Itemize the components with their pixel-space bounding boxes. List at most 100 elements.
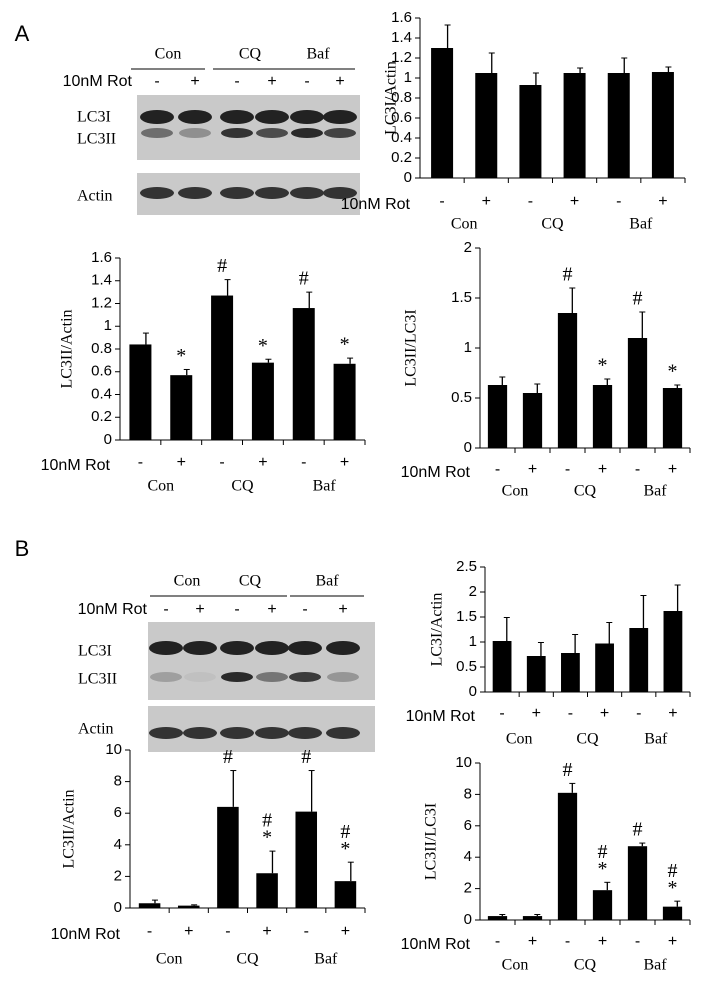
y-tick-label: 1 <box>464 339 472 356</box>
blot-lane-label: + <box>195 601 204 618</box>
band-actin <box>149 727 183 739</box>
y-tick-label: 2 <box>464 239 472 256</box>
y-tick-label: 0 <box>404 169 412 186</box>
x-tick-label: - <box>304 923 309 940</box>
significance-mark: * <box>668 361 678 383</box>
band-lc3ii <box>324 128 356 138</box>
band-lc3i <box>326 641 360 655</box>
y-tick-label: 2 <box>114 867 122 884</box>
x-row-label: 10nM Rot <box>341 196 411 213</box>
x-tick-label: - <box>439 193 444 210</box>
significance-mark: * <box>340 838 350 860</box>
x-tick-label: + <box>658 193 667 210</box>
y-tick-label: 1.5 <box>451 289 472 306</box>
bar <box>561 653 580 692</box>
x-group-label: CQ <box>576 731 599 748</box>
band-lc3ii <box>291 128 323 138</box>
y-tick-label: 0.2 <box>391 149 412 166</box>
bar <box>592 890 613 920</box>
y-tick-label: 10 <box>455 754 472 771</box>
bar <box>522 916 543 920</box>
band-lc3i <box>140 110 174 124</box>
band-actin <box>140 187 174 199</box>
x-tick-label: - <box>495 933 500 950</box>
band-lc3i <box>220 110 254 124</box>
y-tick-label: 1.2 <box>91 294 112 311</box>
blot-image <box>148 622 375 700</box>
band-lc3i <box>323 110 357 124</box>
x-group-label: Con <box>502 483 529 500</box>
significance-mark: * <box>668 877 678 899</box>
x-tick-label: - <box>635 933 640 950</box>
y-tick-label: 2 <box>464 880 472 897</box>
y-tick-label: 1 <box>469 633 477 650</box>
significance-mark: * <box>258 335 268 357</box>
band-label: LC3II <box>78 671 117 688</box>
y-tick-label: 2 <box>469 583 477 600</box>
blot-group-label: Baf <box>306 46 330 63</box>
x-tick-label: + <box>668 705 677 722</box>
band-label: LC3I <box>78 643 112 660</box>
bar <box>487 916 508 920</box>
x-group-label: Con <box>502 957 529 974</box>
y-tick-label: 0 <box>464 439 472 456</box>
x-tick-label: - <box>499 705 504 722</box>
bar <box>607 73 630 178</box>
band-lc3ii <box>327 672 359 682</box>
band-lc3i <box>290 110 324 124</box>
y-tick-label: 0.5 <box>456 658 477 675</box>
x-tick-label: - <box>495 461 500 478</box>
x-tick-label: + <box>482 193 491 210</box>
significance-mark: # <box>223 746 233 768</box>
bar <box>651 72 674 178</box>
y-axis-label: LC3II/Actin <box>59 309 76 388</box>
x-tick-label: + <box>598 933 607 950</box>
y-tick-label: 10 <box>105 741 122 758</box>
band-lc3ii <box>184 672 216 682</box>
y-tick-label: 0.6 <box>91 363 112 380</box>
x-group-label: Baf <box>629 216 653 233</box>
x-tick-label: - <box>138 454 143 471</box>
band-actin <box>290 187 324 199</box>
bar <box>129 344 152 440</box>
band-lc3ii <box>256 128 288 138</box>
y-tick-label: 8 <box>114 773 122 790</box>
bar <box>662 388 683 448</box>
x-tick-label: - <box>528 193 533 210</box>
blot-lane-label: - <box>154 73 159 90</box>
significance-mark: # <box>563 759 573 781</box>
blot-group-label: Con <box>155 46 182 63</box>
bar <box>295 811 318 908</box>
y-tick-label: 1.6 <box>91 249 112 266</box>
y-tick-label: 0.4 <box>391 129 412 146</box>
x-tick-label: + <box>262 923 271 940</box>
x-group-label: CQ <box>236 951 259 968</box>
bar <box>487 385 508 448</box>
significance-mark: * <box>176 345 186 367</box>
blot-lane-label: + <box>267 601 276 618</box>
significance-mark: # <box>299 268 309 290</box>
band-lc3i <box>183 641 217 655</box>
x-tick-label: - <box>301 454 306 471</box>
x-group-label: CQ <box>541 216 564 233</box>
significance-mark: * <box>598 355 608 377</box>
y-tick-label: 8 <box>464 785 472 802</box>
significance-mark: # <box>217 255 227 277</box>
x-row-label: 10nM Rot <box>401 464 471 481</box>
y-tick-label: 0.6 <box>391 109 412 126</box>
x-tick-label: + <box>532 705 541 722</box>
x-group-label: Baf <box>313 478 337 495</box>
bar <box>217 806 239 908</box>
y-axis-label: LC3II/Actin <box>61 789 78 868</box>
x-tick-label: - <box>565 461 570 478</box>
x-group-label: Baf <box>643 483 667 500</box>
band-lc3ii <box>221 128 253 138</box>
x-tick-label: + <box>184 923 193 940</box>
y-tick-label: 1.5 <box>456 608 477 625</box>
band-lc3ii <box>289 672 321 682</box>
band-lc3i <box>255 110 289 124</box>
bar <box>256 873 278 908</box>
x-tick-label: + <box>177 454 186 471</box>
bar <box>629 628 649 692</box>
